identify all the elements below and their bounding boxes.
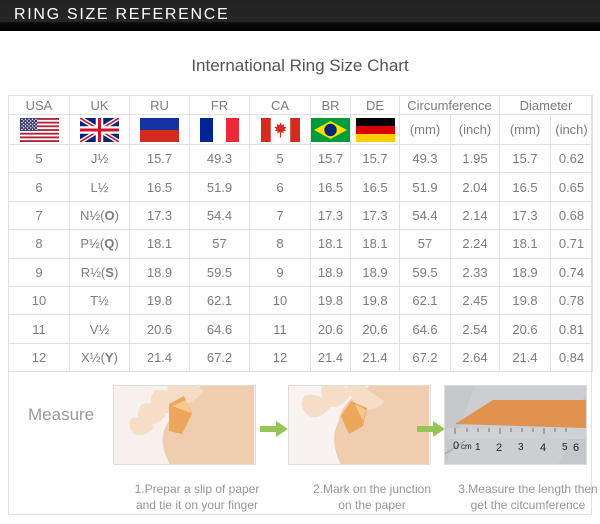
svg-text:2: 2 — [496, 442, 502, 454]
svg-text:5: 5 — [562, 442, 568, 453]
svg-text:6: 6 — [573, 442, 579, 454]
svg-text:1: 1 — [475, 442, 481, 453]
svg-text:3: 3 — [518, 442, 524, 453]
svg-text:4: 4 — [540, 442, 546, 454]
svg-text:cm: cm — [461, 442, 472, 451]
svg-text:0: 0 — [453, 440, 459, 452]
